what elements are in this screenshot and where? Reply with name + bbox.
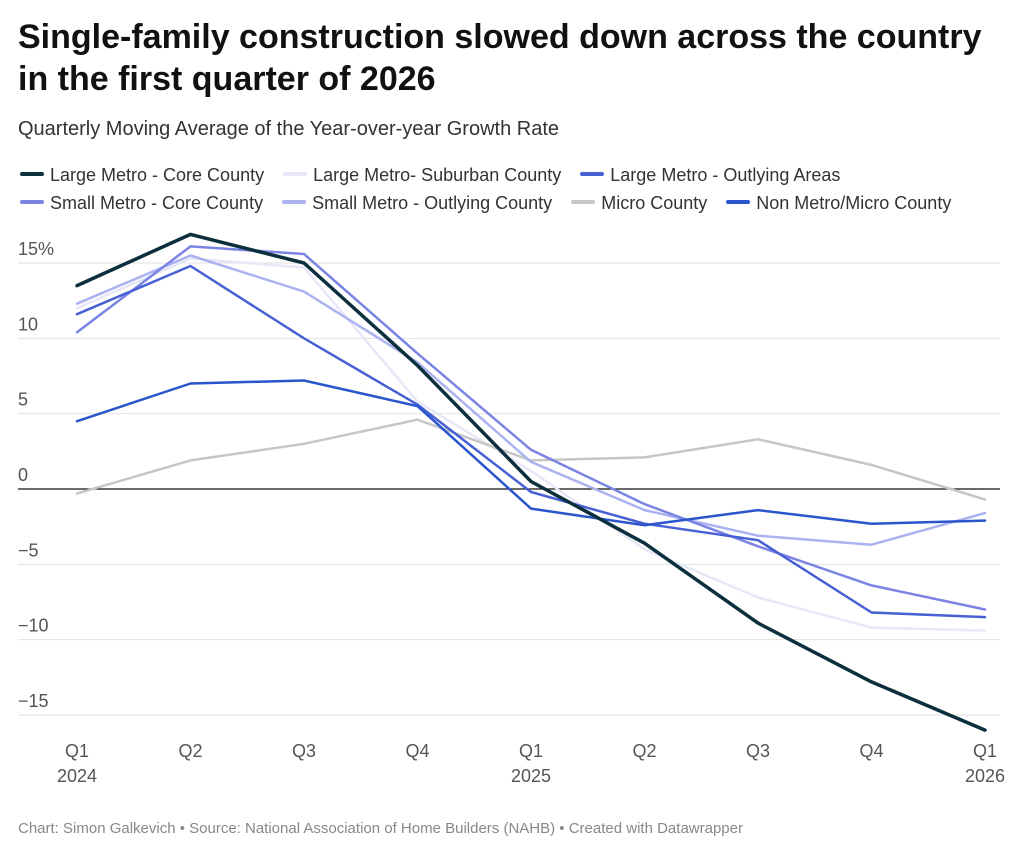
legend-label: Small Metro - Outlying County xyxy=(312,193,553,213)
series-line-6 xyxy=(75,418,987,501)
x-tick-label: Q3 xyxy=(292,741,316,761)
y-tick-label: −5 xyxy=(18,540,39,560)
series-line-4 xyxy=(75,245,987,611)
y-tick-label: 15% xyxy=(18,239,54,259)
x-tick-label: Q1 xyxy=(65,741,89,761)
legend-label: Small Metro - Core County xyxy=(50,193,264,213)
x-tick-label: Q2 xyxy=(178,741,202,761)
legend-swatch xyxy=(20,172,44,177)
legend-item: Large Metro- Suburban County xyxy=(281,165,573,185)
x-tick-year-label: 2024 xyxy=(57,766,97,786)
y-tick-label: 5 xyxy=(18,390,28,410)
x-tick-year-label: 2025 xyxy=(511,766,551,786)
legend-swatch xyxy=(726,200,751,205)
legend-swatch xyxy=(580,172,605,177)
legend-item: Large Metro - Core County xyxy=(18,165,276,185)
legend-swatch xyxy=(571,200,596,205)
legend-swatch xyxy=(20,200,44,205)
legend-label: Non Metro/Micro County xyxy=(756,193,952,213)
x-tick-year-label: 2026 xyxy=(965,766,1005,786)
legend-swatch xyxy=(282,200,307,205)
x-tick-label: Q2 xyxy=(632,741,656,761)
series-line-5 xyxy=(75,254,987,546)
legend-item: Micro County xyxy=(569,193,719,213)
x-tick-label: Q1 xyxy=(973,741,997,761)
series-line-3 xyxy=(75,264,987,619)
legend-item: Small Metro - Core County xyxy=(18,193,275,213)
series-line-1 xyxy=(75,232,987,732)
y-tick-label: 0 xyxy=(18,465,28,485)
legend-label: Large Metro - Outlying Areas xyxy=(610,165,841,185)
legend-item: Large Metro - Outlying Areas xyxy=(578,165,852,185)
legend-item: Non Metro/Micro County xyxy=(724,193,963,213)
y-tick-label: −15 xyxy=(18,691,49,711)
chart-subtitle: Quarterly Moving Average of the Year-ove… xyxy=(18,118,560,140)
y-tick-label: −10 xyxy=(18,616,49,636)
y-tick-label: 10 xyxy=(18,314,38,334)
legend-label: Large Metro - Core County xyxy=(50,165,265,185)
chart-legend: Large Metro - Core County Large Metro- S… xyxy=(18,161,1008,217)
x-tick-label: Q4 xyxy=(405,741,429,761)
chart-footer: Chart: Simon Galkevich • Source: Nationa… xyxy=(18,820,743,837)
series-line-7 xyxy=(75,379,987,527)
legend-label: Micro County xyxy=(601,193,708,213)
x-tick-label: Q4 xyxy=(859,741,883,761)
legend-swatch xyxy=(283,172,308,177)
x-tick-label: Q3 xyxy=(746,741,770,761)
series-line-2 xyxy=(75,257,987,632)
x-tick-label: Q1 xyxy=(519,741,543,761)
chart-title: Single-family construction slowed down a… xyxy=(18,18,982,98)
legend-label: Large Metro- Suburban County xyxy=(313,165,562,185)
legend-item: Small Metro - Outlying County xyxy=(280,193,564,213)
